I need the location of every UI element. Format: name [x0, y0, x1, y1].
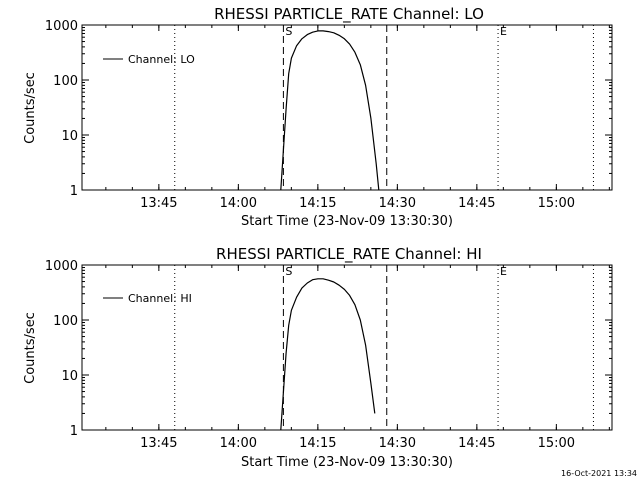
x-tick-label: 14:30 [379, 196, 416, 211]
plot-panel-lo: RHESSI PARTICLE_RATE Channel: LO Start T… [23, 5, 613, 229]
legend: Channel: LO [103, 53, 195, 66]
x-tick-label: 13:45 [140, 436, 177, 451]
marker-label: E [500, 265, 507, 278]
x-tick-label: 14:15 [299, 436, 336, 451]
legend-entry: Channel: LO [128, 53, 195, 66]
x-tick-label: 14:00 [220, 196, 257, 211]
y-tick-label: 10 [61, 129, 78, 144]
x-tick-label: 14:45 [458, 436, 495, 451]
x-tick-label: 14:30 [379, 436, 416, 451]
y-tick-label: 1000 [45, 19, 78, 34]
plot-frame [81, 264, 613, 431]
legend: Channel: HI [103, 292, 192, 305]
y-tick-label: 100 [53, 74, 78, 89]
x-tick-label: 15:00 [538, 436, 575, 451]
marker-label: E [500, 25, 507, 38]
x-axis-label: Start Time (23-Nov-09 13:30:30) [241, 455, 453, 470]
y-tick-label: 1 [70, 184, 78, 199]
marker-label: S [285, 25, 292, 38]
x-axis-label: Start Time (23-Nov-09 13:30:30) [241, 214, 453, 229]
chart-title: RHESSI PARTICLE_RATE Channel: HI [216, 245, 482, 264]
marker-label: S [285, 265, 292, 278]
series-line [280, 30, 380, 191]
y-tick-label: 1000 [45, 259, 78, 274]
generation-timestamp: 16-Oct-2021 13:34 [561, 469, 637, 478]
y-axis-label: Counts/sec [23, 72, 38, 144]
plot-frame [81, 24, 613, 191]
y-tick-label: 10 [61, 369, 78, 384]
x-tick-label: 15:00 [538, 196, 575, 211]
x-tick-label: 14:15 [299, 196, 336, 211]
series-line [280, 278, 376, 431]
x-tick-label: 14:00 [220, 436, 257, 451]
y-axis-label: Counts/sec [23, 312, 38, 384]
y-tick-label: 100 [53, 314, 78, 329]
y-tick-label: 1 [70, 424, 78, 439]
x-tick-label: 14:45 [458, 196, 495, 211]
legend-entry: Channel: HI [128, 292, 192, 305]
plot-panel-hi: RHESSI PARTICLE_RATE Channel: HI Start T… [23, 245, 613, 470]
chart-title: RHESSI PARTICLE_RATE Channel: LO [214, 5, 484, 24]
x-tick-label: 13:45 [140, 196, 177, 211]
